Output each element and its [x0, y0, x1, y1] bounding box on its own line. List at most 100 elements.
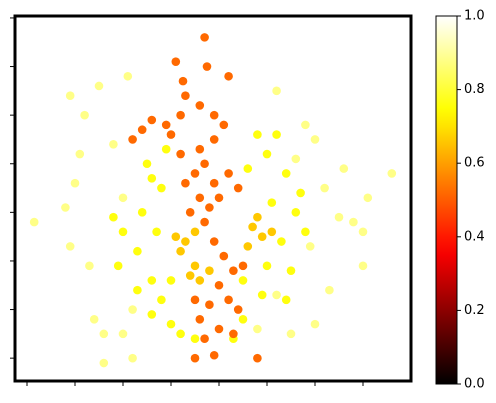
point [123, 71, 133, 81]
point [176, 149, 185, 159]
point [238, 276, 248, 285]
point [238, 261, 248, 271]
point [219, 251, 229, 261]
point [70, 178, 80, 188]
point [209, 110, 219, 120]
point [147, 115, 157, 125]
point [305, 242, 315, 251]
point [190, 169, 200, 178]
point [291, 154, 301, 164]
point [171, 232, 181, 241]
point [200, 33, 209, 42]
point [224, 169, 233, 178]
point [248, 222, 257, 232]
point [233, 183, 243, 193]
colorbar-tick-label: 0.4 [464, 229, 485, 244]
point [185, 271, 195, 280]
point [195, 193, 205, 203]
point [349, 217, 358, 227]
point [214, 324, 224, 334]
point [334, 212, 344, 222]
point [310, 319, 320, 329]
point [75, 149, 85, 159]
point [85, 261, 94, 271]
point [267, 198, 277, 207]
point [166, 276, 176, 285]
point [200, 159, 209, 169]
point [61, 203, 70, 212]
point [291, 208, 301, 217]
point [243, 242, 253, 251]
point [99, 329, 109, 339]
point [363, 193, 373, 203]
point [133, 246, 142, 256]
point [176, 246, 185, 256]
colorbar-tick-label: 0.8 [464, 82, 485, 97]
point [243, 164, 253, 173]
point [195, 314, 205, 324]
point [209, 135, 219, 144]
point [181, 91, 190, 101]
point [229, 266, 238, 275]
point [202, 62, 212, 71]
point [128, 135, 137, 144]
point [253, 353, 262, 363]
point [190, 295, 200, 305]
point [166, 130, 176, 139]
colorbar-tick-label: 0.2 [464, 303, 485, 318]
point [262, 149, 272, 159]
colorbar-tick-label: 0.0 [464, 377, 485, 392]
point [238, 314, 248, 324]
point [181, 178, 190, 188]
point [176, 329, 185, 339]
point [224, 295, 233, 305]
point [229, 329, 238, 339]
point [272, 130, 281, 139]
point [205, 266, 214, 275]
point [219, 120, 229, 130]
point [277, 237, 286, 246]
point [176, 110, 185, 120]
point [137, 208, 147, 217]
point [195, 144, 205, 154]
point [224, 71, 233, 81]
point [157, 295, 166, 305]
point [109, 212, 118, 222]
point [178, 76, 188, 86]
point [147, 276, 157, 285]
point [286, 266, 296, 275]
axes-frame [13, 14, 413, 383]
point [133, 285, 142, 295]
point [200, 334, 209, 344]
point [80, 110, 89, 120]
point [272, 86, 281, 96]
point [262, 261, 272, 271]
point [128, 305, 137, 314]
colorbar-tick-label: 0.6 [464, 156, 485, 171]
point [65, 242, 75, 251]
point [205, 300, 214, 309]
point [205, 203, 214, 212]
point [152, 227, 161, 237]
point [339, 164, 349, 173]
point [281, 169, 291, 178]
point [257, 232, 267, 241]
point [286, 329, 296, 339]
point [147, 310, 157, 319]
point [214, 280, 224, 290]
point [118, 227, 128, 237]
point [190, 227, 200, 237]
point [128, 353, 137, 363]
point [157, 183, 166, 193]
point [233, 305, 243, 314]
point [320, 183, 329, 193]
point [209, 350, 219, 360]
point [310, 135, 320, 144]
point [161, 120, 171, 130]
point [137, 125, 147, 135]
point [161, 144, 171, 154]
point [89, 314, 99, 324]
point [118, 193, 128, 203]
point [190, 334, 200, 344]
